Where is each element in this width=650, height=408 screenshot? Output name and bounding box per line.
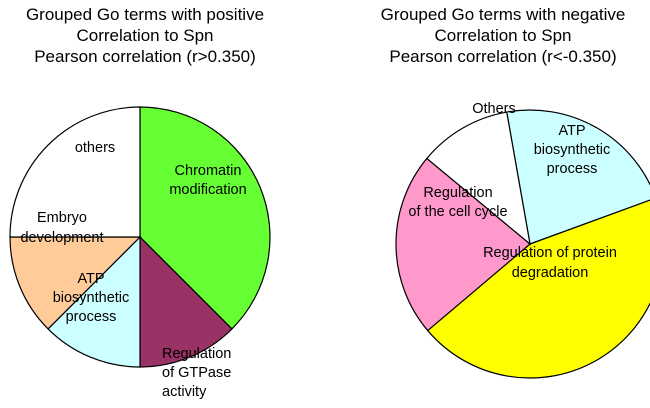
slice-label: biosynthetic [534,142,611,158]
slice-label: ATP [77,271,104,287]
slice-label: biosynthetic [53,290,130,306]
slice-label: degradation [512,265,589,281]
chart-title-line: Pearson correlation (r<-0.350) [389,47,616,66]
slice-label: of GTPase [162,365,231,381]
slice-label: process [66,309,117,325]
chart-title-line: Grouped Go terms with negative [381,5,626,24]
slice-label: others [75,140,115,156]
slice-label: development [20,230,103,246]
pie-slices [395,109,650,379]
chart-title-line: Correlation to Spn [76,26,213,45]
slice-label: Embryo [37,210,87,226]
slice-label: modification [169,182,246,198]
slice-label: Regulation [423,185,492,201]
chart-title-line: Correlation to Spn [434,26,571,45]
chart-title-line: Grouped Go terms with positive [26,5,264,24]
slice-label: process [547,161,598,177]
slice-label: activity [162,384,207,400]
pie-slice-gtpase [139,235,233,368]
chart-title-line: Pearson correlation (r>0.350) [34,47,256,66]
pie-slice-chromatin [139,106,271,330]
slice-label: Chromatin [175,163,242,179]
slice-label: Regulation [162,346,231,362]
pie-slice-atp [506,109,650,245]
pie-slice-protein [426,199,650,379]
slice-label: Regulation of protein [483,245,617,261]
pie-slice-embryo [9,236,142,330]
pie-slice-atp [47,235,141,368]
pie-slice-cellcycle [395,157,531,332]
pie-slice-others [426,111,531,246]
slice-label: of the cell cycle [408,204,507,220]
pie-slices [9,106,271,368]
negative-correlation-chart: Grouped Go terms with negative Correlati… [381,5,650,379]
slice-label: Others [472,101,516,117]
slice-label: ATP [558,123,585,139]
pie-slice-others [9,106,141,238]
positive-correlation-chart: Grouped Go terms with positive Correlati… [9,5,271,400]
